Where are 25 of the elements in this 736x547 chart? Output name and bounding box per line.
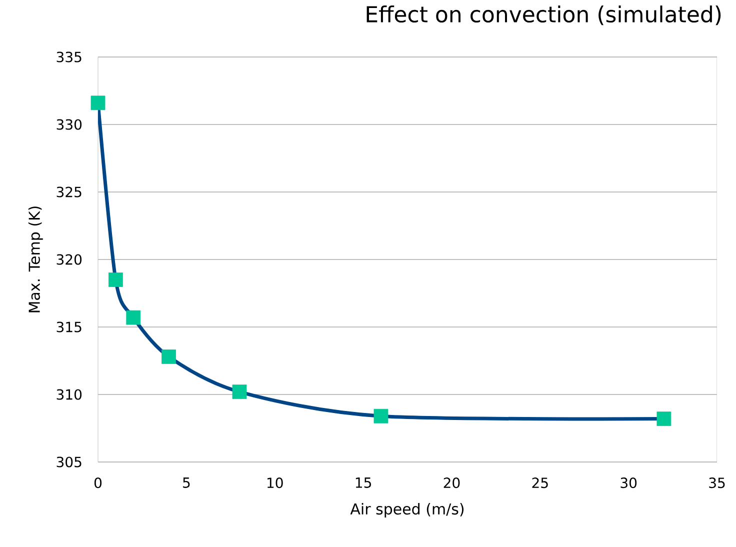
x-tick-label: 30 [620,478,637,488]
y-tick-label: 330 [56,119,82,130]
y-tick-label: 320 [56,254,82,265]
y-axis-title: Max. Temp (K) [28,206,43,312]
y-tick-label: 310 [56,389,82,400]
x-axis-title: Air speed (m/s) [350,503,464,518]
x-tick-label: 15 [356,478,371,488]
point [108,272,123,287]
chart-title: Effect on convection (simulated) [366,6,721,26]
y-tick-label: 315 [56,322,82,332]
x-tick-label: 10 [267,478,283,488]
point [232,384,247,399]
y-tick-label: 305 [56,456,82,468]
point [126,310,141,325]
y-tick-label: 335 [56,52,82,62]
x-tick-label: 25 [532,478,548,488]
point [656,412,672,426]
point [90,96,106,110]
x-tick-label: 0 [94,478,102,488]
x-tick-label: 5 [183,478,190,488]
point [162,350,176,364]
x-tick-label: 35 [709,478,725,488]
y-tick-label: 325 [56,186,82,198]
x-tick-label: 20 [444,478,460,488]
point [374,408,388,424]
